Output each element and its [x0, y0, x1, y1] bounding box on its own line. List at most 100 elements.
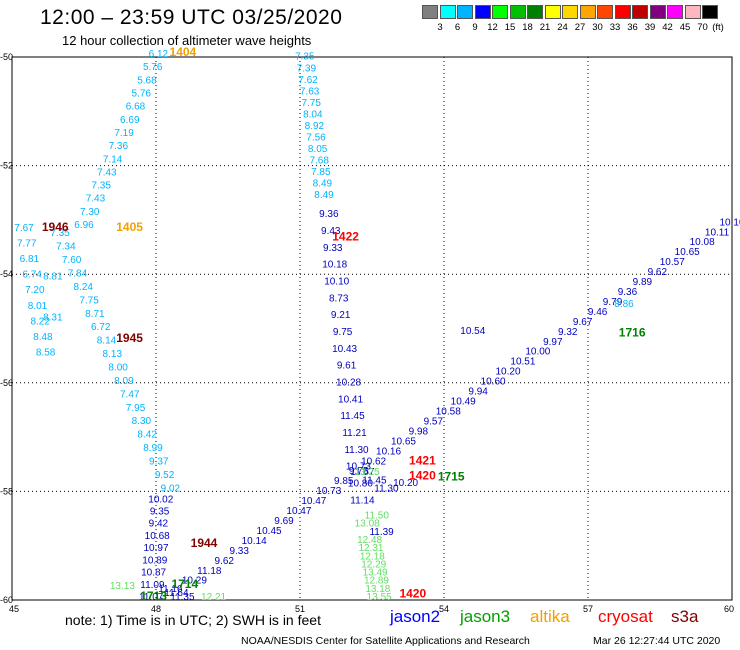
legend-swatch: [649, 5, 666, 19]
wave-height-value: 10.29: [182, 576, 207, 587]
legend-swatch-label: 39: [644, 22, 656, 33]
legend-swatch: [422, 5, 438, 19]
wave-height-value: 10.08: [690, 237, 715, 248]
legend-swatch-label: 70: [697, 22, 708, 33]
wave-height-value: 10.65: [675, 247, 700, 258]
wave-height-value: 10.41: [338, 394, 363, 405]
wave-height-value: 9.67: [573, 317, 593, 328]
wave-height-value: 6.12: [149, 49, 169, 60]
legend-swatch: [527, 5, 543, 19]
wave-height-value: 6.72: [91, 322, 111, 333]
legend-swatch: [509, 5, 526, 19]
wave-height-value: 10.00: [525, 347, 550, 358]
wave-height-value: 13.18: [365, 584, 390, 595]
wave-height-value: 10.57: [660, 257, 685, 268]
wave-height-value: 8.01: [28, 301, 48, 312]
wave-height-value: 7.30: [80, 207, 100, 218]
wave-height-value: 10.43: [332, 344, 357, 355]
wave-height-value: 7.62: [298, 75, 318, 86]
lon-tick-label: 57: [583, 604, 593, 614]
wave-height-value: 8.48: [33, 332, 53, 343]
wave-height-value: 10.20: [393, 478, 418, 489]
wave-height-value: 11.30: [344, 445, 369, 456]
legend-swatch-label: 27: [574, 22, 586, 33]
legend-swatch-label: 15: [504, 22, 516, 33]
wave-height-value: 8.13: [103, 349, 123, 360]
wave-height-value: 11.07: [139, 592, 164, 603]
lon-tick-label: 51: [295, 604, 305, 614]
legend-swatch-label: 36: [627, 22, 638, 33]
wave-height-value: 7.35: [295, 52, 315, 63]
lon-tick-label: 54: [439, 604, 449, 614]
wave-height-value: 7.75: [301, 98, 321, 109]
wave-height-value: 9.98: [409, 426, 429, 437]
wave-height-value: 11.14: [350, 495, 375, 506]
wave-height-value: 8.22: [30, 316, 50, 327]
legend-unit: (ft): [712, 22, 724, 33]
wave-height-value: 10.10: [719, 217, 740, 228]
pass-time-label: 1946: [42, 220, 69, 234]
pass-time-label: 1405: [116, 220, 143, 234]
wave-height-value: 8.99: [143, 443, 163, 454]
wave-height-value: 8.05: [308, 144, 328, 155]
wave-height-value: 9.97: [543, 337, 563, 348]
wave-height-value: 13.49: [363, 568, 388, 579]
wave-height-value: 9.79: [603, 297, 623, 308]
wave-height-value: 8.42: [137, 430, 157, 441]
wave-height-value: 10.45: [257, 526, 282, 537]
wave-height-value: 11.39: [369, 527, 394, 538]
pass-time-label: 1944: [191, 536, 218, 550]
wave-height-value: 7.39: [297, 63, 317, 74]
satellite-legend-cryosat: cryosat: [598, 607, 653, 626]
lon-tick-label: 45: [9, 604, 19, 614]
lat-tick-label: -52: [0, 161, 13, 171]
wave-height-value: 9.33: [229, 546, 249, 557]
wave-height-value: 7.35: [91, 181, 111, 192]
wave-height-value: 6.69: [120, 115, 140, 126]
legend-swatch: [474, 5, 491, 19]
wave-height-value: 10.02: [148, 494, 173, 505]
legend-swatch-label: 21: [539, 22, 551, 33]
wave-height-value: 13.13: [110, 581, 135, 592]
wave-height-value: 9.37: [149, 457, 169, 468]
wave-height-value: 10.47: [286, 506, 311, 517]
wave-height-value: 11.35: [170, 592, 195, 603]
wave-height-value: 9.35: [150, 506, 170, 517]
pass-time-label: 1404: [170, 45, 197, 59]
legend-swatch: [562, 5, 578, 19]
wave-height-value: 7.56: [306, 132, 326, 143]
wave-height-value: 8.86: [614, 299, 634, 310]
wave-height-value: 10.16: [376, 446, 401, 457]
wave-height-value: 10.47: [301, 496, 326, 507]
legend-swatch-label: 33: [609, 22, 621, 33]
wave-height-value: 10.11: [705, 227, 730, 238]
wave-height-value: 9.85: [334, 476, 354, 487]
wave-height-value: 10.89: [142, 555, 167, 566]
legend-swatch: [439, 5, 456, 19]
lat-tick-label: -56: [0, 378, 13, 388]
wave-height-value: 11.30: [374, 483, 399, 494]
wave-height-value: 10.80: [348, 479, 373, 490]
legend-swatch: [684, 5, 701, 19]
wave-height-value: 8.09: [114, 376, 134, 387]
pass-time-label: 1420: [409, 468, 436, 482]
wave-height-value: 9.36: [618, 287, 638, 298]
wave-height-value: 13.25: [355, 467, 380, 478]
lat-tick-label: -60: [0, 595, 13, 605]
wave-height-value: 9.94: [468, 387, 488, 398]
wave-height-value: 11.18: [197, 566, 222, 577]
wave-height-value: 10.73: [346, 462, 371, 473]
wave-height-value: 13.08: [355, 519, 380, 530]
wave-height-value: 9.21: [331, 310, 351, 321]
wave-height-value: 10.10: [324, 277, 349, 288]
wave-height-value: 7.43: [86, 194, 106, 205]
wave-height-value: 7.63: [300, 86, 320, 97]
wave-height-value: 8.31: [43, 312, 63, 323]
legend-swatch: [702, 5, 718, 19]
wave-height-value: 9.62: [215, 556, 235, 567]
wave-height-value: 11.16: [158, 584, 183, 595]
wave-height-value: 12.29: [361, 559, 386, 570]
wave-height-value: 10.20: [495, 367, 520, 378]
wave-height-value: 10.58: [436, 406, 461, 417]
